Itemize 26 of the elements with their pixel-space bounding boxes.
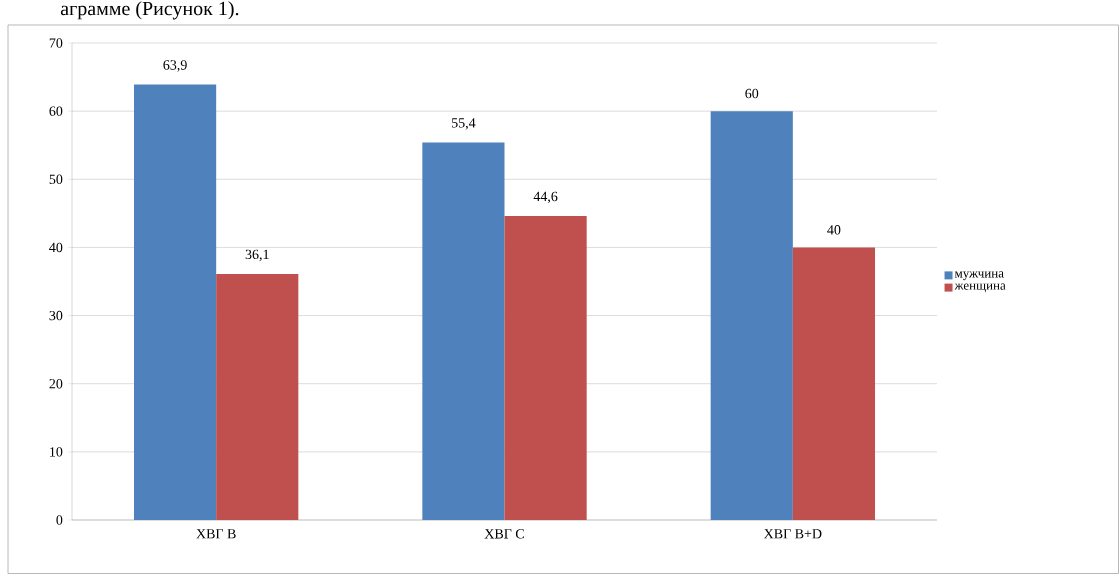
bar [504, 216, 587, 520]
text: аграмме (Рисунок 1). [60, 1, 239, 20]
bar [134, 84, 217, 520]
bar [792, 247, 876, 520]
y-tick-label: 0 [56, 515, 63, 525]
y-tick-label: 20 [49, 378, 63, 389]
data-label: 55,4 [451, 118, 476, 130]
y-tick-label: 60 [49, 106, 63, 116]
y-tick-label: 40 [49, 242, 63, 253]
bar [422, 142, 505, 520]
y-tick-label: 30 [49, 310, 63, 321]
y-tick-label: 50 [49, 174, 63, 185]
y-tick-label: 10 [50, 447, 63, 457]
data-label: 63,9 [163, 60, 187, 72]
bar [710, 111, 793, 520]
data-label: 40 [827, 225, 841, 235]
data-label: 60 [745, 88, 759, 99]
y-tick-label: 70 [49, 38, 63, 48]
x-tick-label: ХВГ В [196, 529, 236, 539]
data-label: 36,1 [245, 249, 269, 262]
bar [216, 274, 299, 520]
legend-label: женщина [954, 283, 1006, 293]
x-tick-label: ХВГ С [484, 529, 524, 539]
legend-label: мужчина [954, 271, 1004, 281]
x-tick-label: ХВГ В+D [763, 529, 822, 539]
data-label: 44,6 [533, 191, 558, 204]
